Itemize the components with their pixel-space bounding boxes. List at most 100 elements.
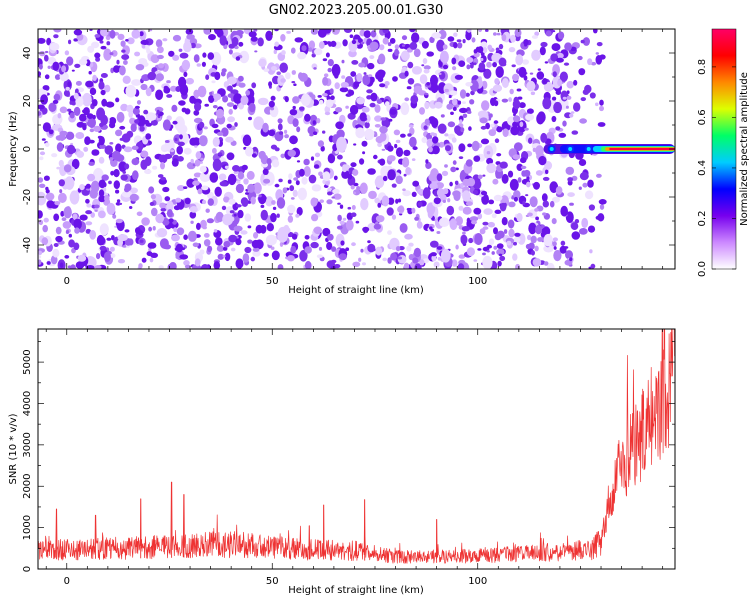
spectrogram-noise-cell — [292, 118, 299, 127]
spectrogram-noise-cell — [571, 231, 581, 240]
spectrogram-noise-cell — [99, 40, 104, 44]
spectrogram-noise-cell — [83, 107, 90, 116]
spectrogram-noise-cell — [179, 52, 189, 59]
spectrogram-noise-cell — [193, 110, 200, 116]
spectrogram-noise-cell — [109, 246, 115, 252]
spectrogram-noise-cell — [181, 59, 191, 71]
spectrogram-noise-cell — [578, 186, 582, 190]
spectrogram-noise-cell — [496, 153, 502, 157]
spectrogram-noise-cell — [100, 89, 106, 96]
spectrogram-noise-cell — [404, 233, 413, 240]
spectrogram-noise-cell — [472, 189, 479, 195]
spectrogram-noise-cell — [517, 96, 523, 100]
spectrogram-noise-cell — [42, 85, 50, 91]
spectrogram-noise-cell — [227, 116, 236, 123]
spectrogram-noise-cell — [221, 205, 227, 211]
spectrogram-noise-cell — [447, 198, 451, 203]
spectrogram-noise-cell — [410, 95, 419, 104]
spectrogram-noise-cell — [212, 105, 218, 109]
spectrogram-noise-cell — [480, 41, 488, 49]
spectrogram-noise-cell — [72, 213, 78, 220]
spectrogram-noise-cell — [125, 84, 137, 98]
spectrogram-noise-cell — [469, 99, 475, 105]
spectrogram-noise-cell — [479, 228, 486, 235]
spectrogram-noise-cell — [466, 57, 474, 63]
spectrogram-noise-cell — [148, 186, 155, 194]
spectrogram-noise-cell — [129, 193, 139, 202]
spectrogram-noise-cell — [291, 233, 298, 240]
spectrogram-noise-cell — [407, 61, 414, 69]
spectrogram-noise-cell — [217, 253, 224, 260]
spectrogram-noise-cell — [271, 200, 276, 205]
spectrogram-noise-cell — [413, 48, 421, 58]
spectrogram-noise-cell — [470, 79, 479, 92]
spectrogram-noise-cell — [132, 107, 140, 115]
spectrogram-noise-cell — [565, 250, 573, 260]
spectrogram-noise-cell — [466, 29, 472, 33]
spectrogram-noise-cell — [266, 223, 274, 232]
spectrogram-noise-cell — [496, 126, 503, 133]
spectrogram-noise-cell — [45, 50, 49, 54]
spectrogram-noise-cell — [497, 260, 502, 267]
spectrogram-noise-cell — [73, 106, 81, 116]
snr-y-tick-label: 4000 — [22, 391, 33, 416]
spectrogram-noise-cell — [495, 66, 504, 78]
spectrogram-noise-cell — [209, 172, 219, 183]
spectrogram-noise-cell — [382, 175, 388, 182]
spectrogram-noise-cell — [194, 102, 202, 112]
spectrogram-noise-cell — [400, 50, 410, 61]
spectrogram-noise-cell — [431, 145, 440, 155]
spectrogram-noise-cell — [65, 230, 70, 234]
spectrogram-noise-cell — [508, 201, 516, 208]
spectrogram-noise-cell — [145, 87, 152, 97]
spectrogram-noise-cell — [110, 171, 114, 176]
spectrogram-noise-cell — [466, 177, 476, 187]
spectrogram-noise-cell — [41, 237, 49, 246]
spectrogram-noise-cell — [527, 234, 532, 241]
spectrogram-noise-cell — [216, 108, 224, 119]
spectrogram-noise-cell — [481, 80, 488, 90]
spectrogram-noise-cell — [208, 34, 216, 41]
spectrogram-noise-cell — [529, 72, 534, 75]
spectrogram-noise-cell — [386, 207, 394, 216]
spectrogram-noise-cell — [411, 66, 423, 75]
spectrogram-noise-cell — [394, 44, 400, 50]
spectrogram-noise-cell — [512, 253, 518, 261]
spectrogram-noise-cell — [233, 93, 243, 104]
spectrogram-noise-cell — [173, 227, 178, 233]
spectrogram-noise-cell — [419, 259, 425, 266]
spectrogram-noise-cell — [414, 216, 419, 221]
spectrogram-noise-cell — [235, 30, 244, 35]
spectrogram-noise-cell — [263, 252, 269, 257]
spectrogram-noise-cell — [525, 113, 535, 121]
spectrogram-noise-cell — [212, 158, 222, 172]
spectrogram-noise-cell — [46, 37, 52, 46]
spectrogram-noise-cell — [490, 99, 496, 106]
spectrogram-noise-cell — [296, 126, 301, 133]
spectrogram-noise-cell — [233, 104, 238, 110]
spectrogram-noise-cell — [409, 136, 417, 148]
spectrogram-noise-cell — [207, 198, 214, 206]
spectrogram-noise-cell — [395, 139, 401, 144]
spectrogram-noise-cell — [501, 217, 508, 226]
spectrogram-noise-cell — [56, 142, 64, 152]
spectrogram-noise-cell — [292, 96, 300, 104]
spectrogram-marks — [38, 29, 675, 269]
spectrogram-noise-cell — [158, 63, 164, 69]
spectrogram-noise-cell — [303, 158, 310, 166]
spectrogram-noise-cell — [490, 123, 495, 128]
spectrogram-noise-cell — [413, 247, 421, 258]
spectrogram-noise-cell — [599, 204, 605, 210]
spectrogram-noise-cell — [260, 209, 268, 221]
spectrogram-noise-cell — [342, 217, 347, 221]
spectrogram-noise-cell — [245, 90, 251, 96]
spectrogram-noise-cell — [350, 184, 355, 190]
spectrogram-noise-cell — [349, 34, 354, 38]
spectrogram-noise-cell — [526, 80, 536, 92]
spectrogram-noise-cell — [493, 32, 497, 36]
spectrogram-y-axis-label: Frequency (Hz) — [8, 111, 19, 187]
spectrogram-noise-cell — [364, 121, 370, 129]
spectrogram-noise-cell — [156, 54, 164, 60]
spectrogram-noise-cell — [501, 173, 509, 184]
spectrogram-noise-cell — [124, 229, 130, 233]
